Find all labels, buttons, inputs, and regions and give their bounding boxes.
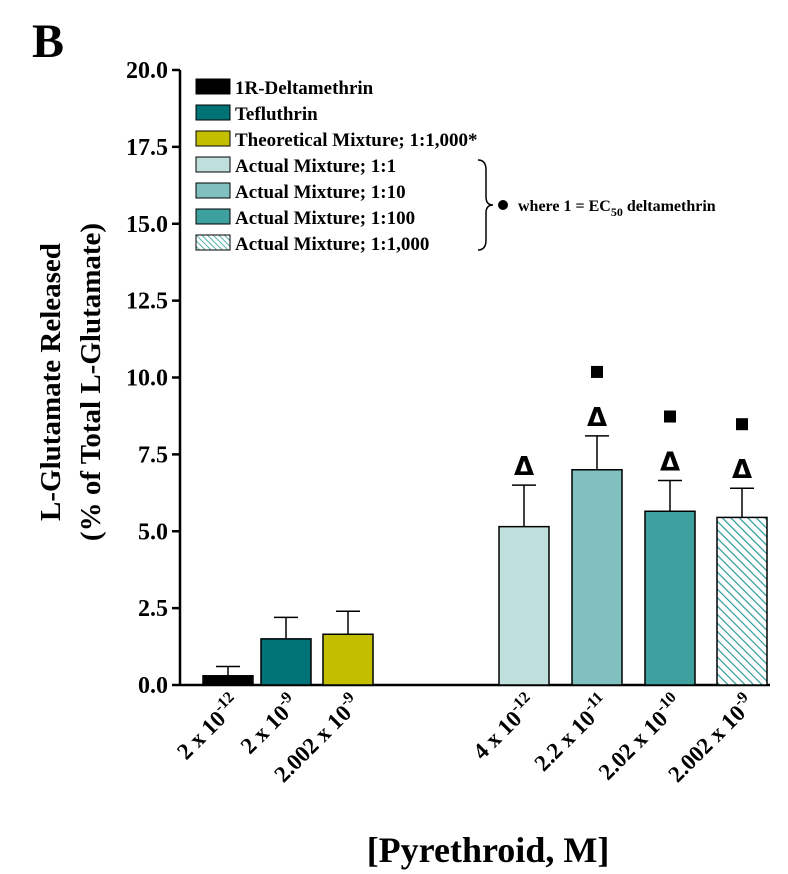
legend-swatch xyxy=(195,182,231,199)
x-tick-text: 4 x 10-12 xyxy=(466,689,542,765)
legend-label: Theoretical Mixture; 1:1,000* xyxy=(235,130,478,151)
bar xyxy=(716,516,768,686)
significance-delta: Δ xyxy=(514,452,534,482)
significance-square xyxy=(591,365,603,378)
y-tick-label: 17.5 xyxy=(126,135,168,161)
y-tick-label: 20.0 xyxy=(126,58,168,84)
x-axis-label: [Pyrethroid, M] xyxy=(367,830,610,870)
y-tick-label: 5.0 xyxy=(138,519,168,545)
y-tick-label: 2.5 xyxy=(138,596,168,622)
legend-label: Actual Mixture; 1:1,000 xyxy=(235,234,429,255)
y-tick-label: 12.5 xyxy=(126,289,168,315)
legend-bracket xyxy=(477,159,494,251)
y-axis-label-line1: L-Glutamate Released xyxy=(35,243,67,521)
bar xyxy=(322,633,374,686)
y-tick-label: 7.5 xyxy=(138,442,168,468)
significance-square xyxy=(664,410,676,423)
y-axis-label-line2: (% of Total L-Glutamate) xyxy=(75,223,107,541)
significance-square xyxy=(736,418,748,431)
x-axis-ticks: 2 x 10-122 x 10-92.002 x 10-94 x 10-122.… xyxy=(170,689,752,787)
legend-swatch xyxy=(195,104,231,121)
x-tick-label: 4 x 10-12 xyxy=(466,689,542,765)
legend-swatch xyxy=(195,130,231,147)
bar xyxy=(498,525,550,686)
x-tick-label: 2 x 10-12 xyxy=(170,689,246,765)
x-tick-text: 2 x 10-12 xyxy=(170,689,246,765)
legend-swatch xyxy=(195,234,231,251)
bar xyxy=(644,510,696,686)
legend-label: Tefluthrin xyxy=(235,104,318,125)
bars: Δ Δ Δ Δ xyxy=(202,365,768,686)
significance-delta: Δ xyxy=(587,403,607,433)
legend-note-bullet xyxy=(498,200,508,210)
bar xyxy=(571,469,623,686)
panel-label: B xyxy=(32,15,64,68)
legend-note: where 1 = EC50 deltamethrin xyxy=(518,198,716,219)
significance-delta: Δ xyxy=(732,455,752,485)
legend-label: Actual Mixture; 1:100 xyxy=(235,208,415,229)
legend: 1R-Deltamethrin Tefluthrin Theoretical Mix… xyxy=(195,78,716,255)
bar xyxy=(202,675,254,686)
y-tick-label: 10.0 xyxy=(126,366,168,392)
bar xyxy=(260,638,312,686)
legend-swatch xyxy=(195,156,231,173)
legend-label: 1R-Deltamethrin xyxy=(235,78,374,99)
legend-label: Actual Mixture; 1:1 xyxy=(235,156,396,177)
y-tick-label: 15.0 xyxy=(126,212,168,238)
significance-delta: Δ xyxy=(660,448,680,478)
y-axis-ticks: 0.0 2.5 5.0 7.5 10.0 12.5 15.0 17.5 20.0 xyxy=(126,58,180,699)
legend-swatch xyxy=(195,78,231,95)
legend-label: Actual Mixture; 1:10 xyxy=(235,182,406,203)
y-tick-label: 0.0 xyxy=(138,673,168,699)
legend-swatch xyxy=(195,208,231,225)
